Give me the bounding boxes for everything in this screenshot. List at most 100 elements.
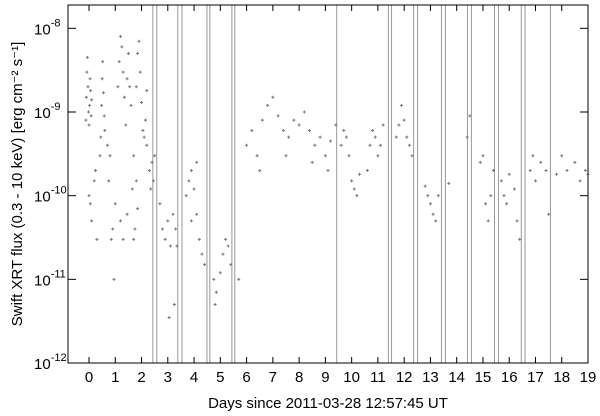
data-point	[130, 187, 134, 191]
data-point	[168, 244, 172, 248]
data-point	[85, 55, 89, 59]
data-point	[428, 202, 432, 206]
data-point	[101, 60, 105, 64]
data-point	[109, 237, 113, 241]
data-point	[505, 202, 509, 206]
data-point	[376, 154, 380, 158]
data-point	[229, 263, 233, 267]
data-point	[94, 168, 98, 172]
data-point	[195, 212, 199, 216]
plot-frame	[67, 4, 589, 364]
data-point	[192, 187, 196, 191]
x-tick-label: 18	[553, 369, 570, 386]
data-point	[86, 85, 90, 89]
data-point	[116, 85, 120, 89]
data-point	[271, 95, 275, 99]
y-tick-exponent: -9	[51, 101, 61, 113]
data-point	[326, 168, 330, 172]
data-point	[224, 237, 228, 241]
data-point	[468, 114, 472, 118]
data-point	[171, 212, 175, 216]
data-point	[151, 179, 155, 183]
data-point	[342, 129, 346, 133]
data-point	[436, 194, 440, 198]
data-point	[379, 143, 383, 147]
y-tick-base: 10	[34, 21, 51, 38]
y-tick-base: 10	[34, 272, 51, 289]
data-point	[143, 118, 147, 122]
x-tick-label: 9	[321, 369, 329, 386]
data-point	[124, 123, 128, 127]
data-point	[89, 89, 93, 93]
y-tick-exponent: -10	[51, 185, 67, 197]
data-point	[108, 154, 112, 158]
data-point	[103, 129, 107, 133]
data-point	[184, 194, 188, 198]
data-point	[126, 52, 130, 56]
data-point	[100, 103, 104, 107]
data-point	[112, 277, 116, 281]
data-point	[276, 114, 280, 118]
data-point	[221, 252, 225, 256]
data-point	[481, 154, 485, 158]
data-point	[84, 118, 88, 122]
data-point	[88, 202, 92, 206]
data-point	[405, 135, 409, 139]
data-point	[136, 52, 140, 56]
x-tick-label: 13	[422, 369, 439, 386]
x-tick-label: 2	[137, 369, 145, 386]
data-point	[134, 85, 138, 89]
data-point	[544, 168, 548, 172]
data-point	[547, 212, 551, 216]
data-point	[86, 110, 90, 114]
x-tick-label: 19	[580, 369, 597, 386]
data-point	[400, 103, 404, 107]
data-point	[250, 129, 254, 133]
data-point	[128, 85, 132, 89]
x-tick-label: 8	[295, 369, 303, 386]
data-point	[410, 154, 414, 158]
data-point	[121, 237, 125, 241]
data-point	[113, 202, 117, 206]
data-point	[486, 219, 490, 223]
data-point	[426, 194, 430, 198]
data-point	[355, 194, 359, 198]
x-tick-label: 6	[242, 369, 250, 386]
data-point	[554, 172, 558, 176]
data-point	[117, 60, 121, 64]
data-point	[163, 237, 167, 241]
data-point	[137, 39, 141, 43]
data-point	[255, 154, 259, 158]
x-tick-label: 17	[527, 369, 544, 386]
data-point	[407, 143, 411, 147]
data-point	[323, 154, 327, 158]
data-point	[297, 123, 301, 127]
data-point	[423, 184, 427, 188]
data-point	[88, 103, 92, 107]
data-point	[213, 303, 217, 307]
x-tick-label: 5	[216, 369, 224, 386]
data-point	[212, 277, 216, 281]
data-point	[287, 135, 291, 139]
data-point	[140, 100, 144, 104]
data-point	[87, 194, 91, 198]
data-point	[95, 237, 99, 241]
x-tick-label: 12	[396, 369, 413, 386]
data-point	[565, 168, 569, 172]
data-point	[329, 139, 333, 143]
data-point	[90, 219, 94, 223]
data-point	[141, 129, 145, 133]
x-axis-label: Days since 2011-03-28 12:57:45 UT	[208, 395, 448, 412]
data-point	[226, 244, 230, 248]
data-point	[138, 70, 142, 74]
y-tick-exponent: -8	[51, 17, 61, 29]
data-point	[434, 219, 438, 223]
data-point	[302, 110, 306, 114]
y-tick-base: 10	[34, 105, 51, 122]
data-point	[381, 123, 385, 127]
y-tick-label: 10-11	[34, 268, 66, 289]
data-point	[120, 45, 124, 49]
data-point	[310, 160, 314, 164]
data-point	[308, 129, 312, 133]
